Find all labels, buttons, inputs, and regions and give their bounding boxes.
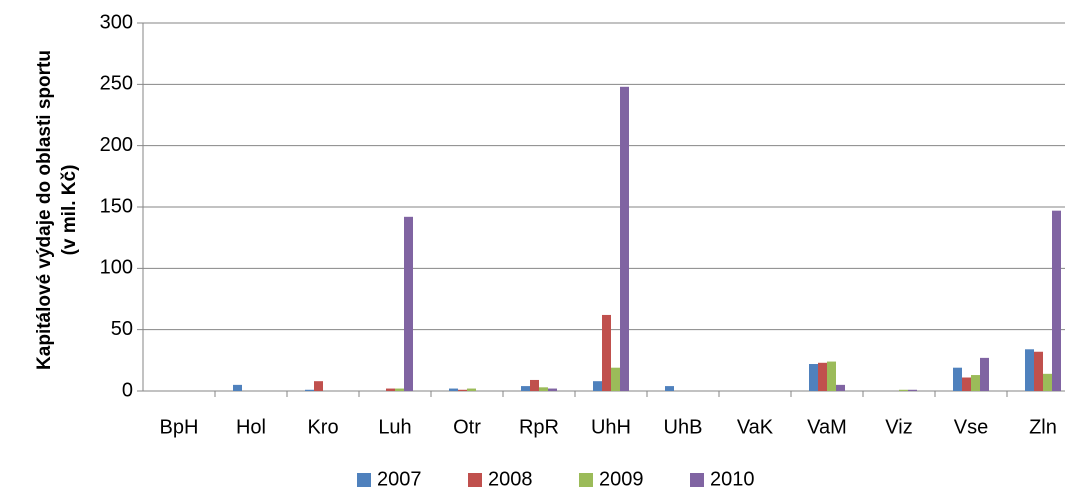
bar xyxy=(314,381,323,391)
x-tick-label: Otr xyxy=(453,416,481,438)
bar xyxy=(836,384,845,391)
bar xyxy=(593,381,602,391)
y-tick-label: 50 xyxy=(111,318,133,340)
x-tick-label: Zln xyxy=(1029,416,1057,438)
legend-swatch xyxy=(579,473,593,487)
y-tick-label: 150 xyxy=(100,195,133,217)
bar xyxy=(521,386,530,391)
y-tick-label: 100 xyxy=(100,257,133,279)
bar xyxy=(665,386,674,391)
bar xyxy=(404,216,413,391)
bar xyxy=(908,389,917,391)
y-axis-title-line: Kapitálové výdaje do oblasti sportu xyxy=(34,50,55,370)
x-tick-label: Hol xyxy=(236,416,266,438)
bar xyxy=(386,388,395,391)
y-tick-label: 200 xyxy=(100,134,133,156)
x-tick-label: UhH xyxy=(591,416,631,438)
x-tick-label: Vse xyxy=(954,416,988,438)
bar xyxy=(827,361,836,391)
bar xyxy=(980,357,989,391)
bar xyxy=(1025,349,1034,391)
x-tick-label: Luh xyxy=(378,416,411,438)
x-tick-label: VaM xyxy=(807,416,847,438)
legend-label: 2009 xyxy=(599,468,644,490)
bar xyxy=(1052,210,1061,391)
x-tick-label: VaK xyxy=(737,416,774,438)
bar xyxy=(1034,351,1043,391)
x-tick-label: Kro xyxy=(307,416,338,438)
bar xyxy=(449,388,458,391)
y-tick-label: 250 xyxy=(100,73,133,95)
bar xyxy=(809,364,818,391)
legend-label: 2008 xyxy=(488,468,533,490)
bar xyxy=(818,362,827,391)
bar xyxy=(458,389,467,391)
legend-swatch xyxy=(357,473,371,487)
x-tick-label: Viz xyxy=(885,416,912,438)
bar xyxy=(395,388,404,391)
y-axis-title-line: (v mil. Kč) xyxy=(59,165,80,256)
bar xyxy=(620,86,629,391)
legend-swatch xyxy=(690,473,704,487)
bar xyxy=(602,314,611,391)
bar xyxy=(899,389,908,391)
bar xyxy=(971,375,980,391)
y-tick-label: 0 xyxy=(122,379,133,401)
bar xyxy=(953,367,962,391)
y-tick-label: 300 xyxy=(100,11,133,33)
x-tick-label: BpH xyxy=(160,416,199,438)
bar xyxy=(962,377,971,391)
bar xyxy=(467,388,476,391)
bar xyxy=(305,389,314,391)
y-axis-title: Kapitálové výdaje do oblasti sportu (v m… xyxy=(34,50,80,370)
bar xyxy=(1043,373,1052,391)
legend-swatch xyxy=(468,473,482,487)
bar xyxy=(548,388,557,391)
legend-label: 2010 xyxy=(710,468,755,490)
x-tick-label: UhB xyxy=(664,416,703,438)
bar xyxy=(539,387,548,391)
bar xyxy=(530,379,539,391)
bar xyxy=(611,367,620,391)
legend-label: 2007 xyxy=(377,468,422,490)
x-tick-label: RpR xyxy=(519,416,559,438)
bar xyxy=(233,384,242,391)
